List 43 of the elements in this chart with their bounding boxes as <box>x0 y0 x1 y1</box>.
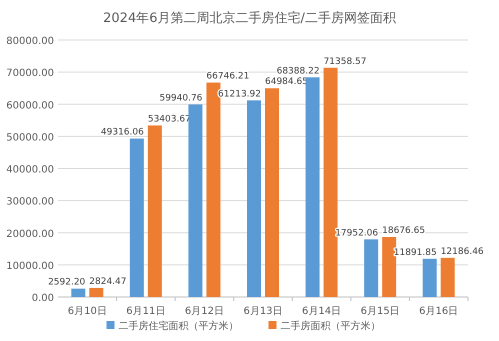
bar <box>206 82 220 297</box>
bar <box>89 288 104 297</box>
y-tick-label: 10000.00 <box>6 260 54 272</box>
bar <box>247 100 261 297</box>
bar <box>440 258 455 297</box>
bar <box>324 68 338 297</box>
y-tick-label: 0.00 <box>32 293 54 304</box>
x-tick-label: 6月16日 <box>419 306 458 317</box>
bar <box>130 138 144 297</box>
bar <box>188 104 202 297</box>
x-tick-label: 6月15日 <box>360 306 400 317</box>
bar <box>148 125 162 297</box>
data-label: 18676.65 <box>382 226 426 236</box>
y-tick-label: 40000.00 <box>6 164 54 176</box>
data-label: 59940.76 <box>159 93 203 104</box>
bar <box>382 237 396 297</box>
bar <box>306 77 320 297</box>
y-tick-label: 50000.00 <box>6 132 54 144</box>
data-label: 2592.20 <box>48 278 86 288</box>
x-tick-label: 6月11日 <box>126 306 166 317</box>
data-label: 12186.46 <box>440 246 484 257</box>
y-tick-label: 20000.00 <box>6 228 54 240</box>
bar <box>71 288 86 297</box>
y-tick-label: 80000.00 <box>6 36 54 47</box>
y-tick-label: 60000.00 <box>6 100 54 112</box>
legend-label: 二手房面积（平方米） <box>280 320 380 332</box>
x-tick-label: 6月13日 <box>243 306 283 317</box>
legend-label: 二手房住宅面积（平方米） <box>118 320 238 332</box>
x-tick-label: 6月12日 <box>184 306 224 317</box>
data-label: 49316.06 <box>100 128 144 138</box>
data-label: 71358.57 <box>324 56 367 67</box>
bar <box>364 239 378 297</box>
chart-title: 2024年6月第二周北京二手房住宅/二手房网签面积 <box>103 10 396 26</box>
data-label: 53403.67 <box>148 114 191 124</box>
x-tick-label: 6月10日 <box>68 306 107 317</box>
y-tick-label: 30000.00 <box>6 196 54 208</box>
bar <box>422 258 437 297</box>
data-label: 66746.21 <box>206 72 250 82</box>
x-tick-label: 6月14日 <box>302 306 342 317</box>
data-label: 2824.47 <box>89 276 127 287</box>
data-label: 68388.22 <box>276 66 320 76</box>
y-tick-label: 70000.00 <box>6 68 54 80</box>
bar <box>265 88 279 297</box>
